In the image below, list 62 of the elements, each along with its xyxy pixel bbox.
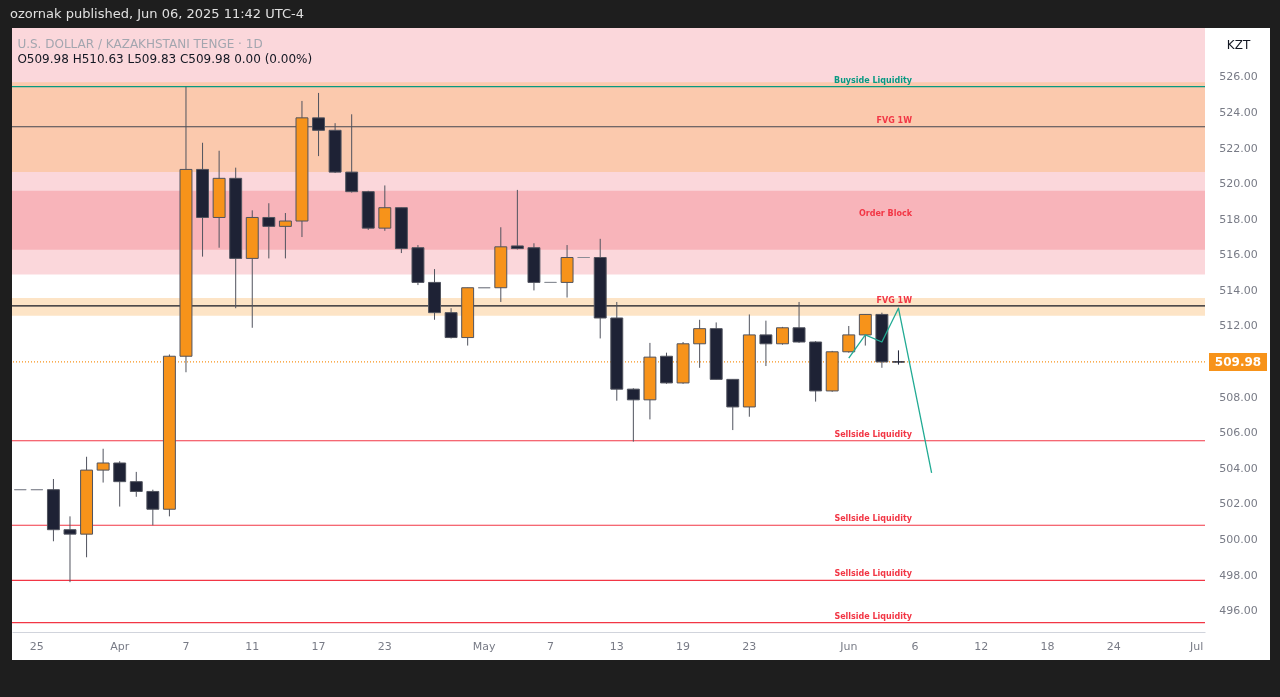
candlestick [378,184,392,232]
band-label: FVG 1W [876,295,913,305]
ref-line-label: Sellside Liquidity [834,569,913,579]
x-tick-label: 24 [1106,639,1121,653]
candlestick [858,313,872,347]
y-tick-label: 500.00 [1219,532,1258,546]
y-tick-label: 512.00 [1219,319,1258,333]
x-tick-label: 23 [742,639,757,653]
text: U.S. DOLLAR / KAZAKHSTANI TENGE · 1D [17,37,263,51]
ref-line-label: 509.98 [1214,354,1262,369]
x-tick-label: Jun [839,639,858,653]
candlestick [759,320,773,367]
x-tick-label: 19 [676,639,691,653]
candlestick [262,202,276,259]
y-tick-label: 520.00 [1219,177,1258,191]
candlestick [146,489,160,526]
x-tick-label: 25 [29,639,44,653]
x-tick-label: 7 [182,639,190,653]
ref-line-label: Sellside Liquidity [834,611,913,621]
x-tick-label: May [472,639,497,653]
x-tick-label: 7 [547,639,555,653]
candlestick [510,189,524,250]
y-tick-label: 516.00 [1219,248,1258,262]
y-tick-label: 498.00 [1219,568,1258,582]
y-tick-label: 496.00 [1219,604,1258,618]
y-tick-label: 514.00 [1219,283,1258,297]
candlestick [626,387,640,443]
y-tick-label: 506.00 [1219,426,1258,440]
candlestick [63,515,77,583]
candlestick [96,448,110,484]
y-tick-label: 526.00 [1219,70,1258,84]
text: ozornak published, Jun 06, 2025 11:42 UTC-4 [10,6,305,21]
y-tick-label: 508.00 [1219,390,1258,404]
ref-line-label: Sellside Liquidity [834,429,913,439]
candlestick [792,301,806,344]
y-tick-label: 502.00 [1219,497,1258,511]
candlestick [892,349,905,366]
x-tick-label: 23 [377,639,392,653]
candlestick [113,460,127,508]
y-tick-label: 504.00 [1219,461,1258,475]
text: O509.98 H510.63 L509.83 C509.98 0.00 (0.00%) [17,52,313,66]
candlestick [345,113,359,194]
x-tick-label: 6 [911,639,919,653]
x-tick-label: 13 [609,639,624,653]
candlestick [312,92,325,157]
ref-line-label: Sellside Liquidity [834,514,913,524]
y-tick-label: 518.00 [1219,212,1258,226]
x-tick-label: 12 [974,639,989,653]
x-tick-label: 11 [245,639,260,653]
band-label: Order Block [858,209,913,219]
y-tick-label: 522.00 [1219,141,1258,155]
candlestick [842,325,856,354]
y-axis-title: KZT [1226,37,1251,52]
x-tick-label: Apr [110,639,130,653]
y-tick-label: 524.00 [1219,106,1258,120]
x-tick-label: 18 [1040,639,1055,653]
candlestick [278,212,292,259]
x-tick-label: 17 [311,639,326,653]
candlestick [129,471,143,498]
ref-line-label: Buyside Liquidity [834,75,913,85]
x-tick-label: Jul [1189,639,1204,653]
band-label: FVG 1W [876,116,913,126]
